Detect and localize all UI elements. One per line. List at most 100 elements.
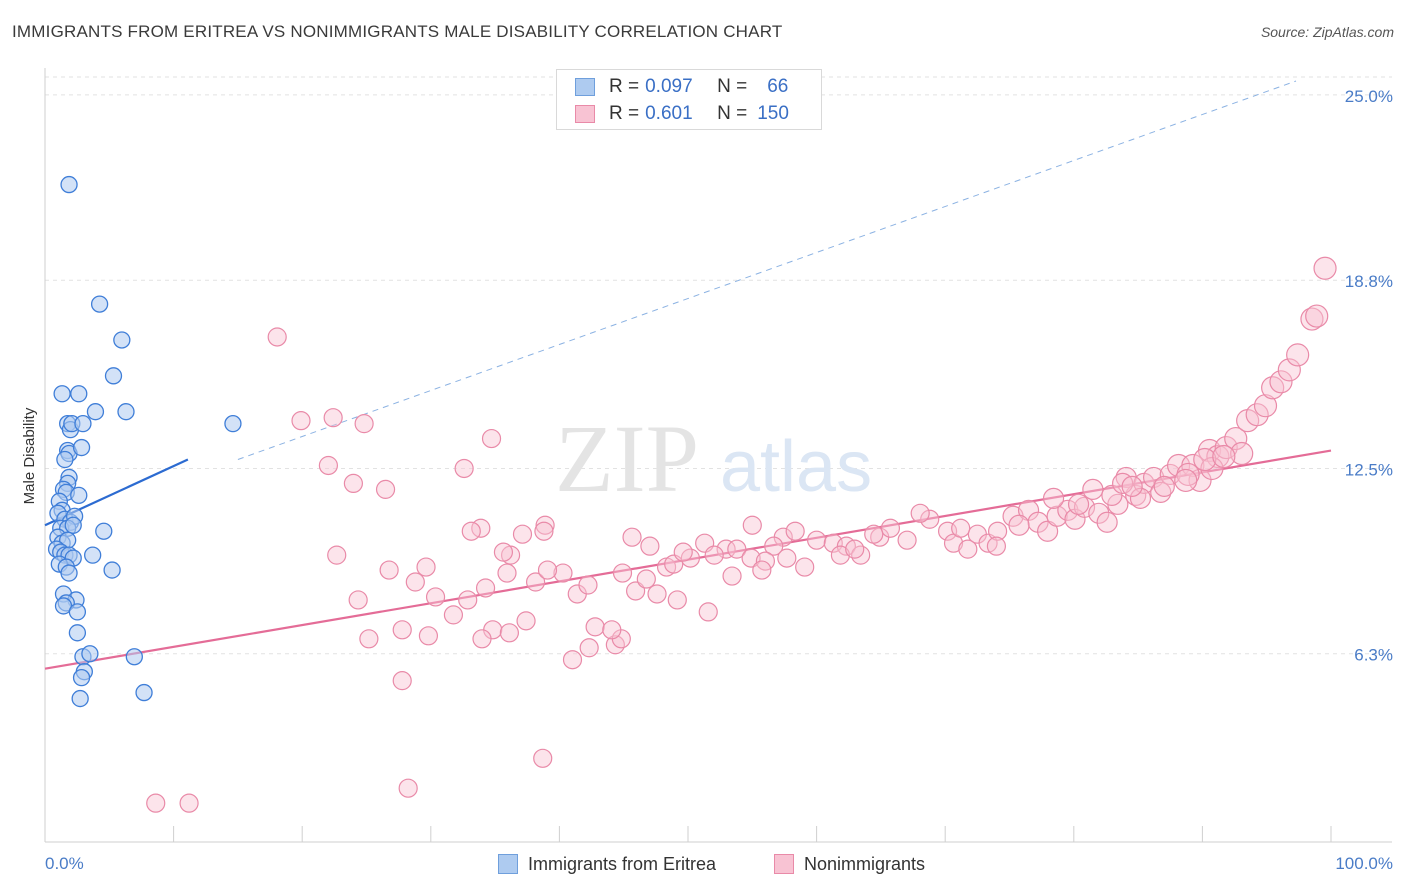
data-point-eritrea (70, 486, 88, 505)
legend-r-label: R = (609, 103, 640, 124)
data-point-nonimmigrants (512, 524, 533, 544)
chart-title: IMMIGRANTS FROM ERITREA VS NONIMMIGRANTS… (12, 22, 783, 41)
data-point-nonimmigrants (1008, 514, 1030, 536)
bottom-legend-nonimmigrants[interactable]: Nonimmigrants (774, 852, 925, 876)
watermark-zip: ZIP (555, 405, 699, 512)
data-point-eritrea (70, 385, 88, 403)
legend-n-label: N = (717, 76, 748, 97)
tick-labels: 6.3% 12.5% 18.8% 25.0% 0.0% 100.0% (45, 87, 1393, 873)
data-point-nonimmigrants (1082, 478, 1104, 500)
y-tick-label: 12.5% (1345, 460, 1393, 479)
data-point-nonimmigrants (533, 748, 553, 768)
data-point-nonimmigrants (622, 527, 642, 547)
data-point-nonimmigrants (602, 620, 622, 640)
data-point-eritrea (103, 561, 121, 579)
data-point-eritrea (125, 648, 143, 666)
bottom-legend-swatch-eritrea (498, 854, 518, 874)
bottom-legend-label-nonimmigrants: Nonimmigrants (804, 853, 926, 874)
data-point-nonimmigrants (704, 545, 724, 565)
data-point-nonimmigrants (920, 509, 940, 529)
data-point-nonimmigrants (647, 584, 667, 604)
data-point-nonimmigrants (612, 563, 633, 583)
data-point-nonimmigrants (537, 560, 558, 580)
data-point-eritrea (95, 522, 113, 540)
data-point-eritrea (60, 564, 78, 582)
data-point-nonimmigrants (327, 545, 347, 565)
data-point-nonimmigrants (348, 590, 368, 610)
y-axis-label: Male Disability (21, 407, 38, 504)
data-point-nonimmigrants (1101, 484, 1123, 506)
bottom-legend-eritrea[interactable]: Immigrants from Eritrea (498, 852, 716, 876)
data-point-nonimmigrants (416, 557, 436, 577)
data-point-nonimmigrants (343, 473, 364, 494)
data-point-nonimmigrants (1305, 304, 1329, 328)
data-point-nonimmigrants (626, 581, 646, 601)
data-point-eritrea (64, 516, 82, 534)
legend-r-label: R = (609, 76, 640, 97)
data-point-nonimmigrants (525, 572, 546, 592)
data-point-nonimmigrants (806, 530, 827, 550)
data-point-nonimmigrants (987, 521, 1008, 541)
data-point-nonimmigrants (742, 515, 762, 535)
data-point-nonimmigrants (1230, 441, 1254, 466)
data-point-nonimmigrants (454, 458, 474, 479)
data-point-nonimmigrants (785, 521, 805, 541)
data-point-nonimmigrants (752, 560, 772, 580)
data-point-nonimmigrants (830, 545, 851, 565)
data-point-nonimmigrants (179, 793, 199, 813)
data-point-nonimmigrants (291, 411, 311, 431)
data-point-nonimmigrants (1212, 444, 1236, 469)
data-point-eritrea (74, 414, 92, 433)
grid-lines (45, 76, 1392, 655)
trend-lines (44, 80, 1332, 670)
data-point-nonimmigrants (1261, 376, 1285, 400)
legend-swatch-nonimmigrants (575, 105, 595, 123)
data-point-eritrea (113, 331, 131, 349)
stats-legend: R = 0.097 N = 66 R = 0.601 N = 150 (556, 69, 822, 130)
bottom-legend-label-eritrea: Immigrants from Eritrea (528, 853, 717, 874)
data-point-eritrea (117, 403, 135, 421)
data-point-nonimmigrants (443, 605, 464, 625)
data-point-nonimmigrants (1245, 403, 1269, 427)
legend-row-eritrea: R = 0.097 N = 66 (575, 74, 788, 100)
data-point-nonimmigrants (1121, 475, 1143, 497)
data-point-nonimmigrants (392, 620, 412, 640)
data-point-nonimmigrants (986, 536, 1007, 556)
watermark: ZIP atlas (555, 405, 872, 512)
data-point-nonimmigrants (379, 560, 399, 580)
data-point-nonimmigrants (741, 548, 761, 568)
data-point-nonimmigrants (1214, 435, 1238, 460)
data-point-nonimmigrants (897, 530, 917, 550)
data-point-eritrea (72, 438, 91, 457)
data-point-nonimmigrants (1037, 520, 1059, 542)
data-point-eritrea (81, 645, 99, 663)
data-point-nonimmigrants (497, 563, 517, 583)
data-point-eritrea (72, 668, 91, 687)
data-point-eritrea (71, 689, 89, 708)
data-point-nonimmigrants (1166, 453, 1191, 478)
data-point-nonimmigrants (481, 428, 502, 449)
data-point-eritrea (104, 367, 123, 385)
data-point-eritrea (56, 450, 74, 469)
data-point-nonimmigrants (1269, 370, 1293, 394)
data-point-nonimmigrants (716, 539, 736, 559)
data-point-eritrea (224, 414, 242, 433)
data-point-nonimmigrants (764, 536, 784, 556)
x-tick-label: 100.0% (1335, 854, 1393, 873)
data-point-nonimmigrants (864, 524, 884, 544)
data-point-eritrea (53, 385, 71, 403)
data-point-nonimmigrants (1096, 511, 1118, 533)
data-point-eritrea (68, 603, 87, 621)
data-point-eritrea (60, 175, 78, 194)
data-point-nonimmigrants (375, 479, 396, 499)
data-point-nonimmigrants (267, 327, 287, 347)
data-point-nonimmigrants (562, 650, 583, 670)
data-point-nonimmigrants (1150, 481, 1172, 503)
legend-row-nonimmigrants: R = 0.601 N = 150 (575, 101, 789, 127)
data-point-nonimmigrants (418, 626, 439, 646)
data-point-nonimmigrants (1042, 487, 1065, 509)
data-point-nonimmigrants (475, 578, 496, 598)
y-tick-label: 18.8% (1345, 272, 1393, 291)
data-point-nonimmigrants (461, 521, 481, 541)
